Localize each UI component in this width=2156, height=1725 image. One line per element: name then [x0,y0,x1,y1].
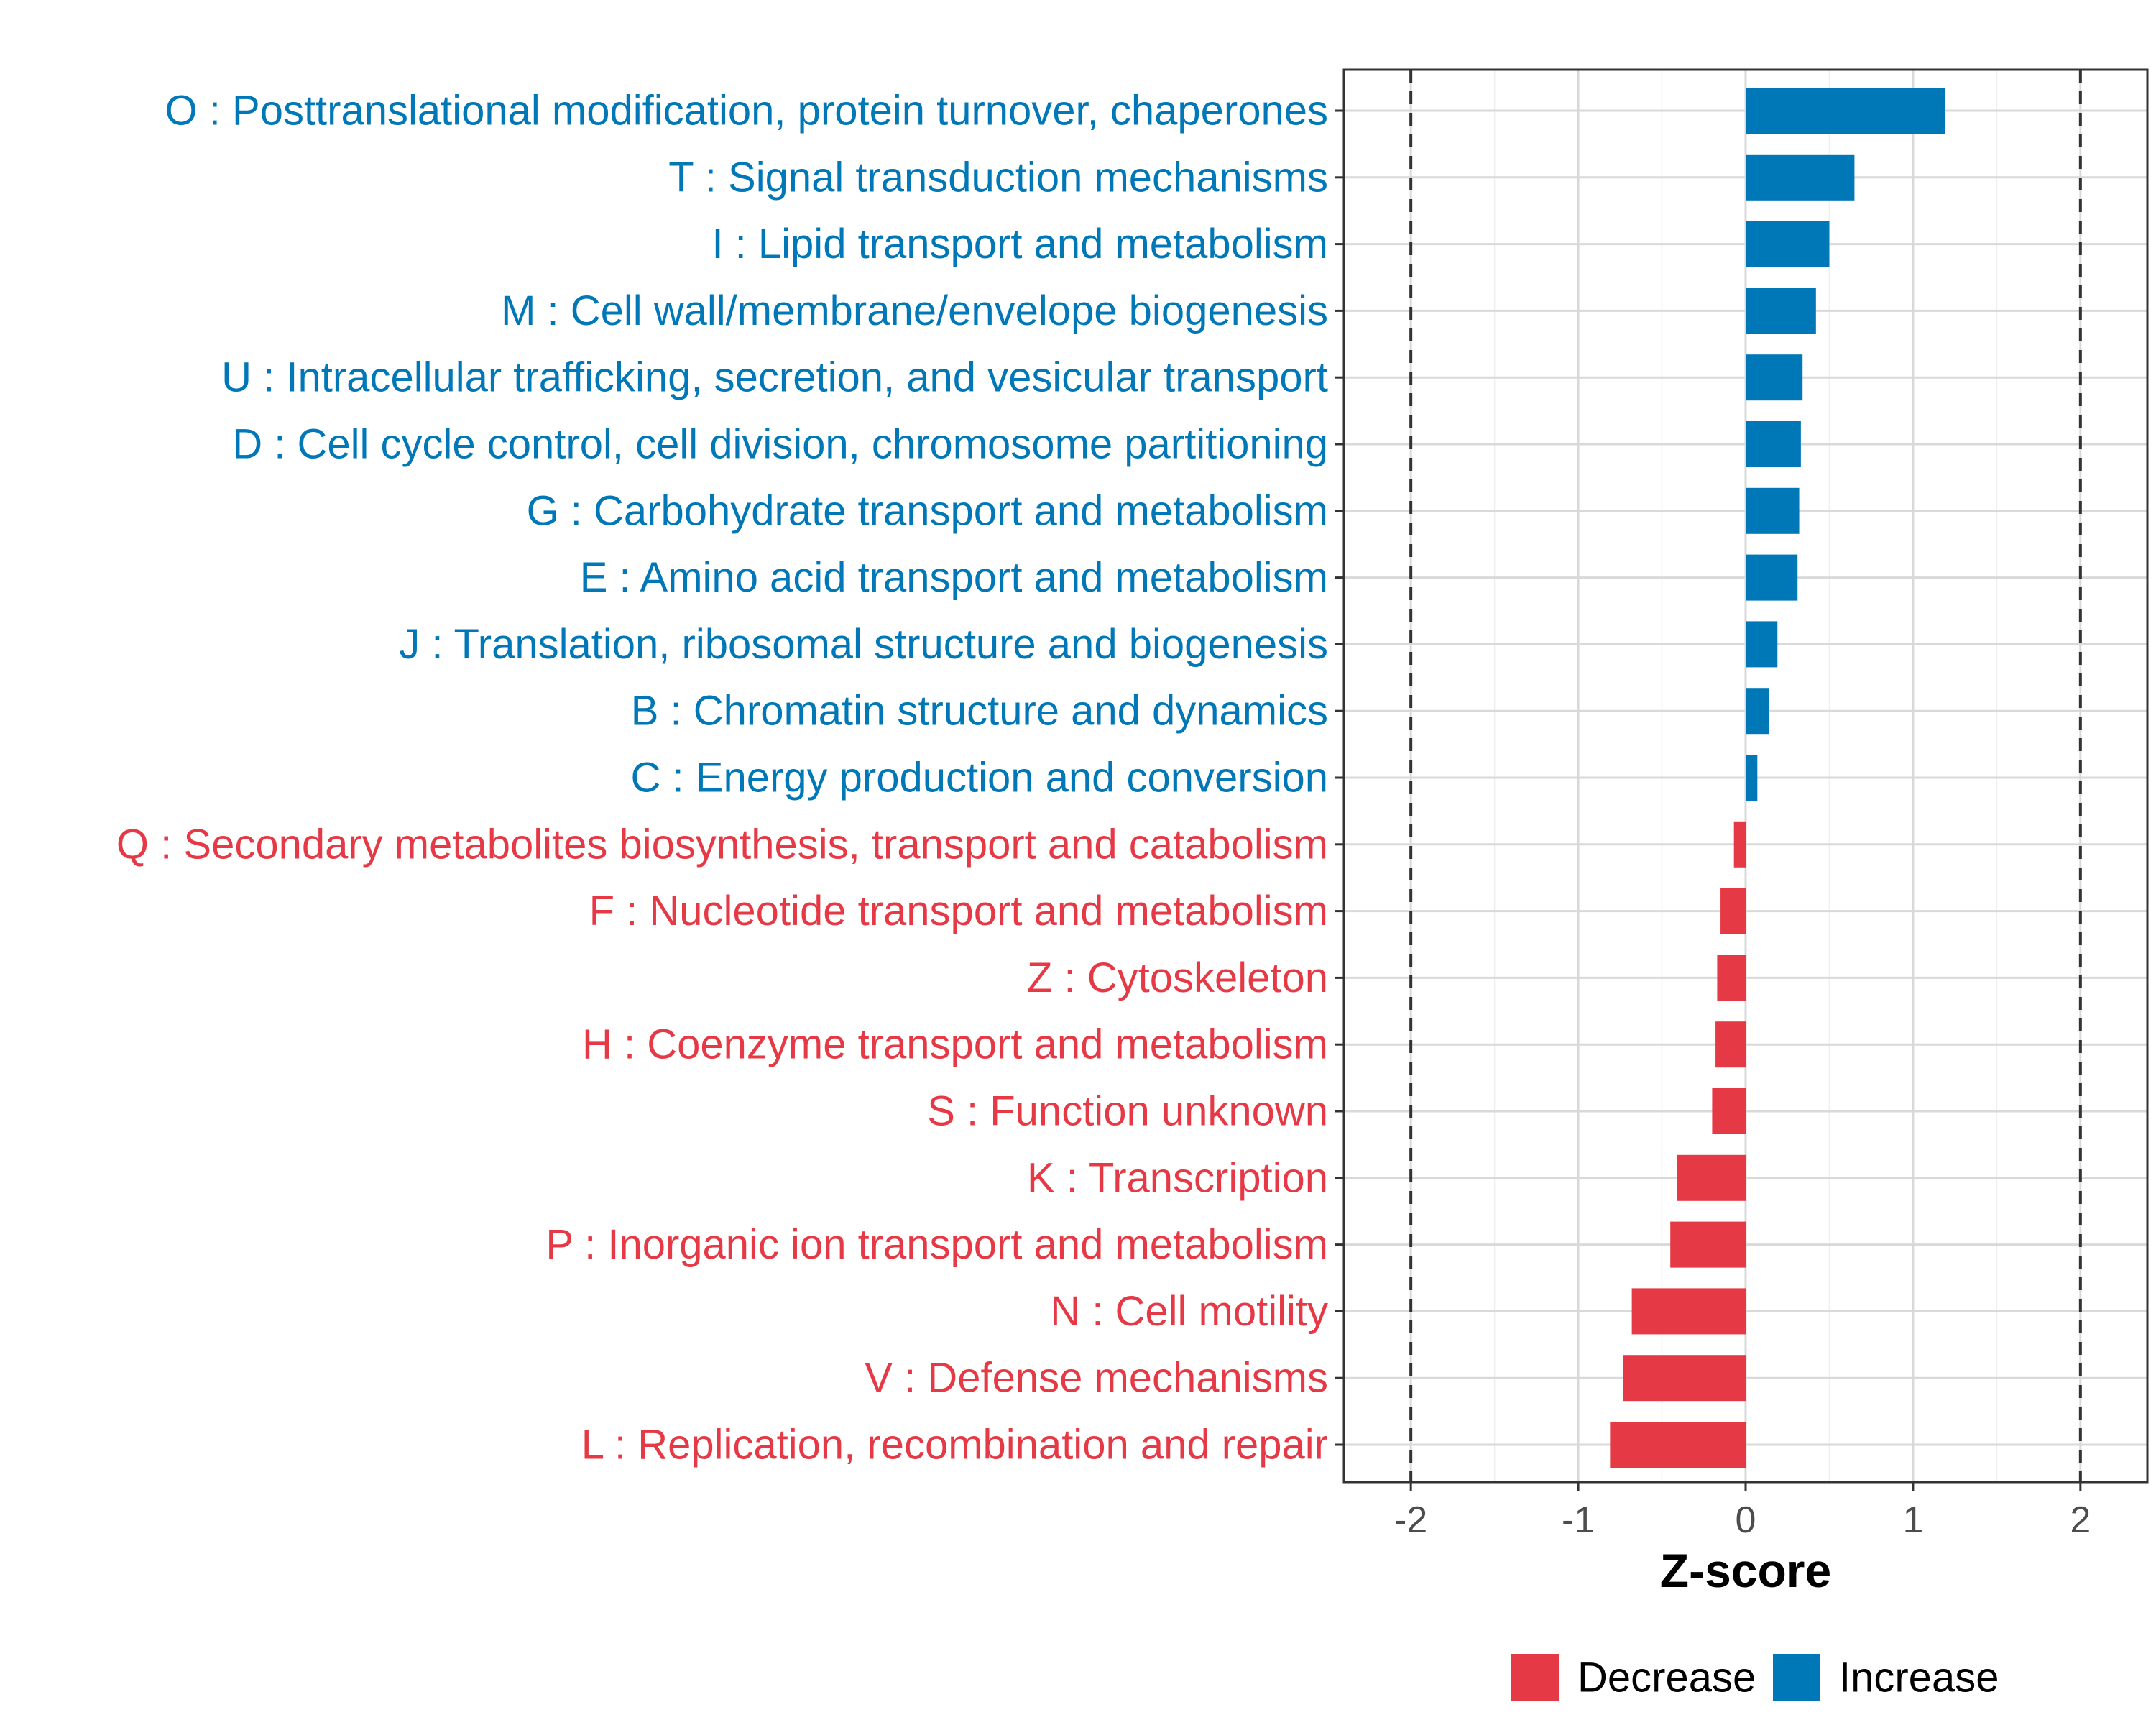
bar-g [1746,487,1800,534]
bar-o [1746,88,1945,134]
legend: Decrease Increase [1511,1654,1999,1701]
bar-n [1631,1288,1746,1335]
bar-q [1733,821,1746,868]
bar-j [1746,621,1778,668]
category-label: E : Amino acid transport and metabolism [580,554,1328,601]
bar-t [1746,154,1855,201]
bar-s [1712,1088,1746,1134]
category-label: I : Lipid transport and metabolism [711,221,1328,267]
x-tick-label: 0 [1736,1499,1756,1541]
category-label: Q : Secondary metabolites biosynthesis, … [116,821,1328,868]
bar-f [1720,888,1746,934]
bars [1610,88,1945,1468]
y-axis-ticks [1335,109,1344,1446]
bar-v [1623,1355,1746,1402]
legend-label-decrease: Decrease [1577,1655,1756,1701]
category-label: O : Posttranslational modification, prot… [165,88,1328,134]
category-label: U : Intracellular trafficking, secretion… [221,354,1328,401]
category-label: B : Chromatin structure and dynamics [631,688,1328,735]
category-label: L : Replication, recombination and repai… [581,1422,1328,1468]
category-label: P : Inorganic ion transport and metaboli… [545,1221,1328,1268]
bar-i [1746,221,1830,267]
x-tick-label: 1 [1902,1499,1923,1541]
category-label: H : Coenzyme transport and metabolism [582,1021,1328,1068]
x-tick-label: -1 [1562,1499,1595,1541]
category-label: N : Cell motility [1050,1288,1328,1335]
category-label: D : Cell cycle control, cell division, c… [232,421,1328,468]
category-label: G : Carbohydrate transport and metabolis… [527,487,1328,534]
category-label: S : Function unknown [927,1088,1328,1135]
bar-m [1746,288,1816,334]
category-label: C : Energy production and conversion [631,755,1328,801]
bar-h [1715,1021,1746,1068]
category-label: F : Nucleotide transport and metabolism [589,888,1328,934]
legend-swatch-increase [1773,1654,1820,1701]
bar-b [1746,688,1769,735]
bar-k [1677,1154,1746,1201]
category-labels: O : Posttranslational modification, prot… [116,88,1328,1468]
bar-p [1670,1221,1746,1268]
x-axis-ticks: -2 -1 0 1 2 [1394,1482,2091,1541]
bar-d [1746,421,1801,467]
bar-z [1717,954,1746,1001]
reference-lines [1409,70,2082,1482]
category-label: Z : Cytoskeleton [1027,954,1328,1001]
category-label: J : Translation, ribosomal structure and… [399,621,1328,668]
bar-c [1746,755,1758,801]
x-axis-title: Z-score [1660,1544,1831,1597]
bar-l [1610,1422,1746,1468]
category-label: M : Cell wall/membrane/envelope biogenes… [501,288,1328,334]
legend-swatch-decrease [1511,1654,1559,1701]
legend-label-increase: Increase [1839,1655,1999,1701]
category-label: T : Signal transduction mechanisms [668,154,1328,201]
category-label: K : Transcription [1027,1154,1328,1201]
x-tick-label: -2 [1394,1499,1427,1541]
bar-e [1746,554,1798,601]
category-label: V : Defense mechanisms [865,1355,1328,1402]
bar-u [1746,354,1803,401]
x-tick-label: 2 [2070,1499,2091,1541]
